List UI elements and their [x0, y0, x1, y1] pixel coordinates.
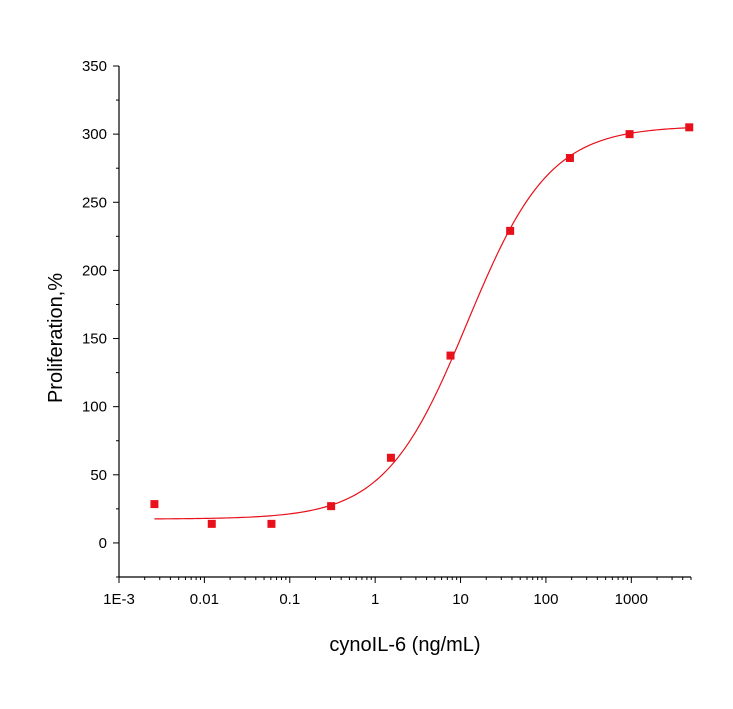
y-tick-label: 150 — [82, 331, 107, 348]
data-point — [386, 453, 395, 462]
x-tick-label: 10 — [452, 591, 469, 608]
fit-curve-line — [154, 127, 690, 520]
data-point — [506, 226, 515, 235]
data-point — [685, 123, 694, 132]
x-tick-label: 100 — [533, 591, 558, 608]
data-point — [207, 519, 216, 528]
data-point — [625, 130, 634, 139]
y-tick-label: 300 — [82, 126, 107, 143]
x-tick-label: 0.1 — [279, 591, 300, 608]
tick-labels: 0 50 100 150 200 250 300 350 1E-3 0.01 0.1 1 10 100 10… — [82, 58, 648, 608]
data-point — [267, 519, 276, 528]
x-tick-label: 1E-3 — [103, 591, 135, 608]
data-point — [327, 502, 336, 511]
data-points — [150, 123, 694, 528]
x-tick-label: 0.01 — [190, 591, 219, 608]
y-tick-label: 250 — [82, 194, 107, 211]
y-tick-label: 50 — [90, 467, 107, 484]
y-tick-label: 350 — [82, 58, 107, 75]
fit-curve-layer — [154, 127, 690, 520]
data-point — [150, 500, 159, 509]
y-axis-title: Proliferation,% — [45, 273, 67, 403]
x-axis-title: cynoIL-6 (ng/mL) — [329, 634, 480, 656]
x-tick-label: 1 — [371, 591, 379, 608]
x-tick-label: 1000 — [615, 591, 648, 608]
y-tick-label: 200 — [82, 262, 107, 279]
data-point — [446, 351, 455, 360]
data-point — [565, 153, 574, 162]
axes — [113, 65, 692, 583]
y-tick-label: 100 — [82, 399, 107, 416]
y-tick-label: 0 — [99, 535, 107, 552]
